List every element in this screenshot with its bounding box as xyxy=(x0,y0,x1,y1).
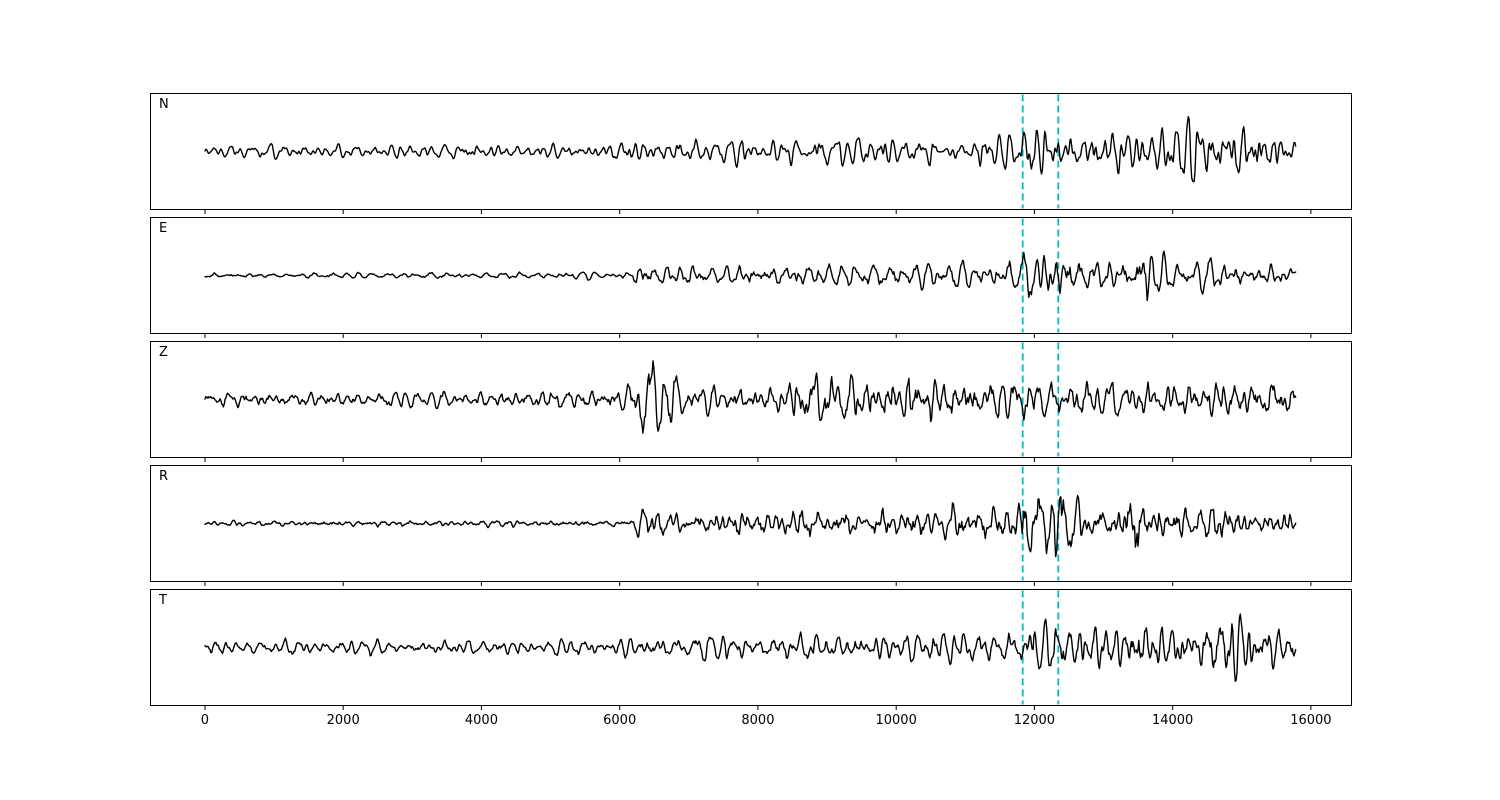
panel-border xyxy=(150,93,1352,210)
x-tick-label: 12000 xyxy=(1013,713,1056,728)
x-tick-label: 2000 xyxy=(326,713,360,728)
panel-label-n: N xyxy=(159,97,169,112)
waveform-plot-n xyxy=(150,93,1352,214)
x-tick-label: 16000 xyxy=(1290,713,1332,728)
panel-E: E xyxy=(150,217,1352,338)
x-tick-label: 10000 xyxy=(875,713,917,728)
waveform-plot-e xyxy=(150,217,1352,338)
panel-T: T xyxy=(150,589,1352,710)
waveform-plot-r xyxy=(150,465,1352,586)
waveform-trace xyxy=(204,613,1297,683)
waveform-plot-t xyxy=(150,589,1352,710)
x-tick-label: 6000 xyxy=(603,713,637,728)
x-tick-label: 14000 xyxy=(1151,713,1194,728)
panel-R: R xyxy=(150,465,1352,586)
panel-label-z: Z xyxy=(159,345,168,360)
panel-N: N xyxy=(150,93,1352,214)
x-tick-label: 8000 xyxy=(741,713,775,728)
x-tick-label: 0 xyxy=(200,713,210,728)
waveform-trace xyxy=(204,494,1297,558)
waveform-trace xyxy=(204,116,1297,183)
panel-label-r: R xyxy=(159,469,169,484)
panel-label-e: E xyxy=(159,221,168,236)
x-tick-label: 4000 xyxy=(464,713,498,728)
waveform-trace xyxy=(204,360,1297,434)
panel-label-t: T xyxy=(159,593,167,608)
waveform-trace xyxy=(204,250,1297,302)
panel-Z: Z xyxy=(150,341,1352,462)
waveform-plot-z xyxy=(150,341,1352,462)
